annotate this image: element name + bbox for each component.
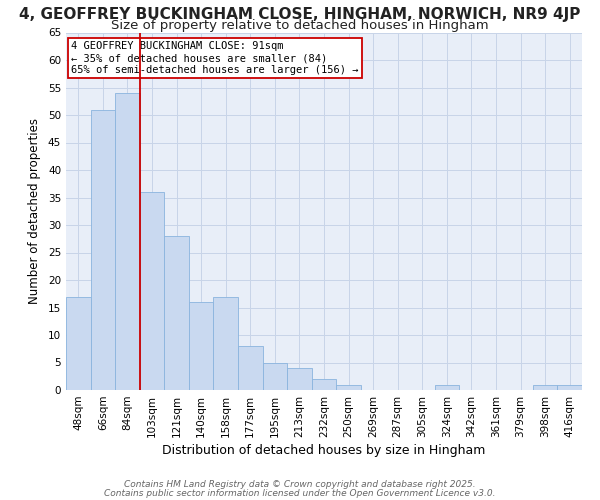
X-axis label: Distribution of detached houses by size in Hingham: Distribution of detached houses by size … <box>163 444 485 457</box>
Bar <box>312 379 336 390</box>
Bar <box>189 302 214 390</box>
Bar <box>238 346 263 390</box>
Bar <box>557 384 582 390</box>
Bar <box>263 362 287 390</box>
Bar <box>336 384 361 390</box>
Text: Contains public sector information licensed under the Open Government Licence v3: Contains public sector information licen… <box>104 488 496 498</box>
Bar <box>66 296 91 390</box>
Bar <box>533 384 557 390</box>
Bar <box>214 296 238 390</box>
Bar <box>434 384 459 390</box>
Y-axis label: Number of detached properties: Number of detached properties <box>28 118 41 304</box>
Bar <box>91 110 115 390</box>
Text: Size of property relative to detached houses in Hingham: Size of property relative to detached ho… <box>111 18 489 32</box>
Bar <box>287 368 312 390</box>
Text: 4 GEOFFREY BUCKINGHAM CLOSE: 91sqm
← 35% of detached houses are smaller (84)
65%: 4 GEOFFREY BUCKINGHAM CLOSE: 91sqm ← 35%… <box>71 42 359 74</box>
Text: 4, GEOFFREY BUCKINGHAM CLOSE, HINGHAM, NORWICH, NR9 4JP: 4, GEOFFREY BUCKINGHAM CLOSE, HINGHAM, N… <box>19 8 581 22</box>
Bar <box>164 236 189 390</box>
Bar <box>140 192 164 390</box>
Text: Contains HM Land Registry data © Crown copyright and database right 2025.: Contains HM Land Registry data © Crown c… <box>124 480 476 489</box>
Bar <box>115 93 140 390</box>
